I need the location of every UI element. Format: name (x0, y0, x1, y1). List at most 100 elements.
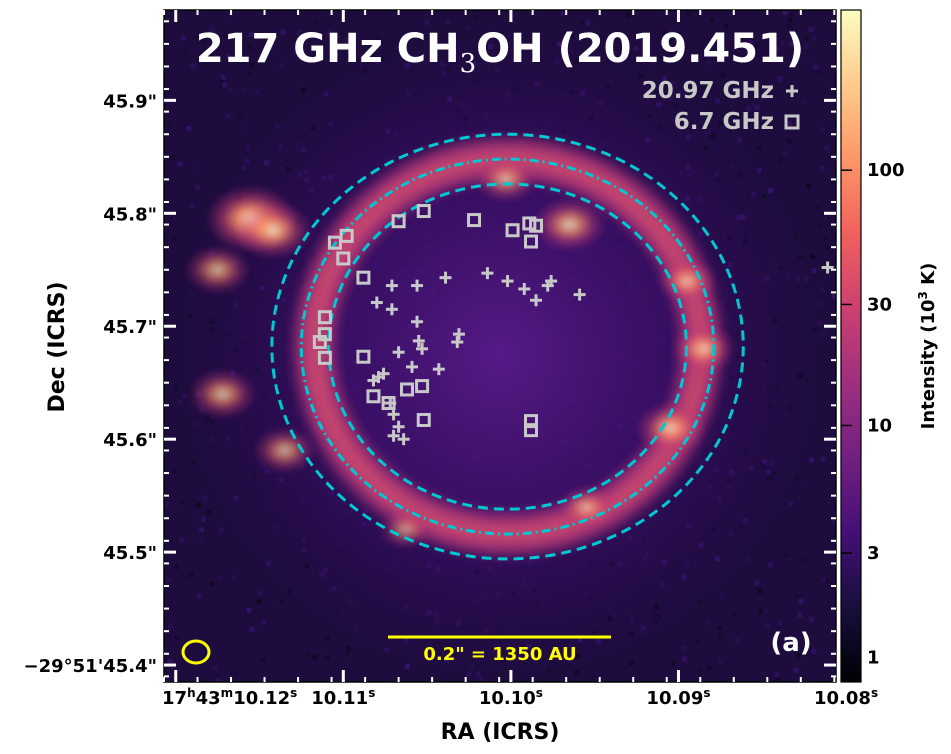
maser-6-7ghz-square (399, 382, 414, 397)
maser-20-97ghz-plus (821, 261, 834, 274)
emission-blob (252, 426, 317, 475)
noise-pixel (784, 640, 789, 646)
noise-pixel (786, 138, 792, 144)
noise-pixel (798, 598, 804, 604)
scale-bar-label: 0.2" = 1350 AU (423, 644, 576, 665)
noise-pixel (824, 145, 830, 151)
noise-pixel (346, 645, 351, 651)
noise-pixel (800, 557, 806, 563)
maser-20-97ghz-plus (411, 315, 424, 328)
emission-blob (656, 258, 718, 304)
mid-ring (299, 157, 716, 536)
emission-blob (670, 324, 737, 374)
noise-pixel (171, 468, 177, 473)
noise-pixel (177, 161, 183, 167)
noise-pixel (695, 638, 701, 644)
noise-pixel (208, 26, 214, 32)
noise-pixel (793, 667, 799, 673)
noise-pixel (424, 20, 430, 26)
noise-pixel (765, 622, 771, 628)
noise-pixel (182, 51, 188, 57)
maser-20-97ghz-plus (573, 288, 586, 301)
noise-pixel (715, 98, 721, 104)
noise-pixel (806, 183, 812, 189)
legend-square-marker (784, 114, 800, 130)
noise-pixel (472, 14, 478, 20)
maser-6-7ghz-square (339, 228, 354, 243)
noise-pixel (188, 571, 194, 577)
noise-pixel (249, 626, 255, 632)
noise-pixel (225, 54, 231, 60)
noise-pixel (606, 36, 612, 42)
noise-pixel (210, 144, 216, 150)
noise-pixel (718, 634, 723, 640)
noise-pixel (799, 505, 804, 511)
noise-pixel (797, 612, 803, 618)
noise-pixel (625, 12, 631, 18)
colorbar-tick-label: 3 (867, 543, 880, 564)
noise-pixel (339, 30, 345, 35)
noise-pixel (268, 105, 274, 111)
noise-pixel (246, 69, 252, 75)
maser-6-7ghz-square (467, 213, 482, 228)
noise-pixel (344, 651, 350, 657)
noise-pixel (293, 49, 299, 55)
noise-pixel (826, 456, 832, 462)
noise-pixel (707, 674, 712, 680)
noise-pixel (783, 552, 789, 558)
maser-6-7ghz-square (381, 396, 396, 411)
maser-6-7ghz-square (317, 327, 332, 342)
noise-pixel (580, 19, 586, 25)
noise-pixel (803, 44, 809, 50)
noise-pixel (686, 11, 692, 17)
noise-pixel (228, 87, 234, 93)
noise-pixel (591, 21, 597, 27)
maser-20-97ghz-plus (406, 360, 419, 373)
noise-pixel (778, 76, 784, 82)
maser-20-97ghz-plus (530, 294, 543, 307)
maser-6-7ghz-square (416, 412, 431, 427)
noise-pixel (762, 608, 768, 614)
noise-pixel (754, 580, 760, 586)
noise-pixel (821, 85, 827, 91)
noise-pixel (240, 125, 246, 131)
noise-pixel (178, 230, 184, 236)
noise-pixel (190, 63, 196, 69)
noise-pixel (810, 147, 815, 153)
noise-pixel (280, 29, 286, 35)
y-tick-label: −29°51'45.4" (24, 656, 157, 677)
maser-20-97ghz-plus (451, 336, 464, 349)
maser-6-7ghz-square (505, 223, 520, 238)
noise-pixel (278, 62, 284, 68)
maser-6-7ghz-square (524, 234, 539, 249)
noise-pixel (189, 202, 195, 208)
noise-pixel (816, 70, 821, 76)
noise-pixel (808, 617, 814, 622)
noise-pixel (633, 46, 639, 52)
noise-pixel (717, 625, 722, 631)
noise-pixel (216, 678, 222, 682)
emission-blob (184, 245, 251, 295)
noise-pixel (290, 661, 296, 666)
noise-pixel (256, 599, 262, 605)
noise-pixel (194, 185, 200, 190)
x-tick-label: 10.10s (479, 686, 543, 709)
noise-pixel (192, 165, 198, 171)
noise-pixel (756, 145, 762, 151)
maser-6-7ghz-square (529, 218, 544, 233)
noise-pixel (241, 88, 247, 94)
maser-20-97ghz-plus (392, 346, 405, 359)
noise-pixel (830, 528, 836, 534)
legend-label-6-7ghz: 6.7 GHz (674, 109, 774, 135)
noise-pixel (824, 641, 830, 647)
noise-pixel (706, 664, 712, 670)
colorbar-frame (840, 9, 862, 683)
noise-pixel (183, 574, 188, 580)
noise-pixel (257, 590, 263, 596)
y-tick-label: 45.8" (103, 204, 157, 225)
maser-20-97ghz-plus (385, 279, 398, 292)
noise-pixel (760, 40, 766, 46)
maser-20-97ghz-plus (452, 328, 465, 341)
emission-blob (188, 368, 258, 420)
colorbar-gradient (841, 10, 861, 682)
